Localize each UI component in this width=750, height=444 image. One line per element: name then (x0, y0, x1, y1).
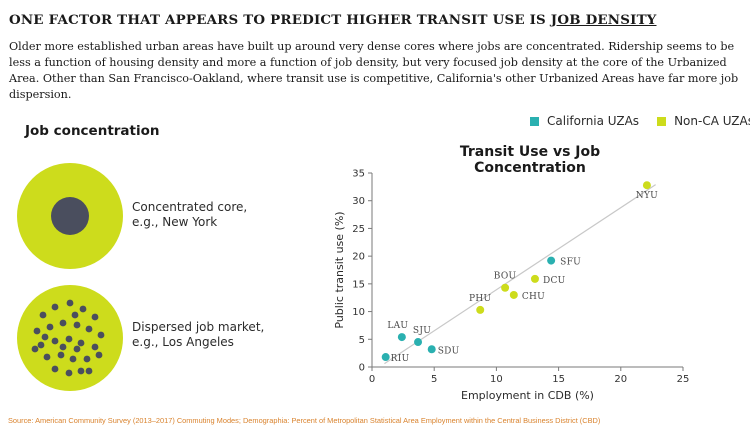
data-point-phu (476, 305, 485, 314)
job-dot (59, 319, 67, 327)
job-dot (73, 345, 81, 353)
job-dot (77, 339, 85, 347)
headline-emphasis: JOB DENSITY (550, 12, 657, 28)
y-tick-label: 20 (352, 252, 365, 263)
job-dot (73, 321, 81, 329)
data-label-phu: PHU (469, 294, 492, 304)
y-axis-label: Public transit use (%) (333, 211, 346, 328)
data-point-dcu (530, 274, 539, 283)
x-tick-label: 0 (369, 374, 375, 385)
data-point-sfu (547, 256, 556, 265)
job-dot (31, 345, 39, 353)
y-tick-label: 15 (352, 279, 365, 290)
dispersed-label-line1: Dispersed job market, (132, 320, 265, 334)
data-label-bou: BOU (494, 272, 517, 282)
data-label-sfu: SFU (560, 258, 581, 268)
legend-swatch-non-ca (657, 116, 667, 126)
job-dot (66, 299, 74, 307)
job-dot (46, 323, 54, 331)
dispersed-label: Dispersed job market, e.g., Los Angeles (132, 320, 312, 350)
data-point-lau (397, 333, 406, 342)
x-tick-label: 5 (431, 374, 437, 385)
y-tick-label: 0 (359, 363, 365, 374)
data-label-chu: CHU (522, 292, 545, 302)
job-dot (65, 369, 73, 377)
concentrated-label-line1: Concentrated core, (132, 200, 248, 214)
concept-title: Job concentration (25, 123, 160, 139)
data-point-riu (381, 353, 390, 362)
data-point-bou (501, 283, 510, 292)
dispersed-label-line2: e.g., Los Angeles (132, 335, 234, 349)
lede-paragraph: Older more established urban areas have … (9, 40, 739, 101)
job-dot (43, 353, 51, 361)
data-label-sju: SJU (413, 326, 431, 336)
y-tick-label: 30 (352, 196, 365, 207)
x-tick-label: 20 (614, 374, 627, 385)
data-label-riu: RIU (391, 354, 410, 364)
job-dot (33, 327, 41, 335)
legend-swatch-california (530, 116, 539, 126)
page-headline: ONE FACTOR THAT APPEARS TO PREDICT HIGHE… (9, 12, 739, 28)
legend-label-california: California UZAs (547, 114, 640, 128)
job-dot (95, 351, 103, 359)
legend-label-non-ca: Non-CA UZAs (674, 114, 750, 128)
job-dot (97, 331, 105, 339)
concentrated-label-line2: e.g., New York (132, 215, 218, 229)
data-label-dcu: DCU (543, 276, 566, 286)
job-dot (39, 311, 47, 319)
job-dot (59, 343, 67, 351)
job-dot (85, 367, 93, 375)
concentrated-label: Concentrated core, e.g., New York (132, 200, 312, 230)
job-dot (71, 311, 79, 319)
data-label-sdu: SDU (438, 346, 460, 356)
chart-title: Transit Use vs Job Concentration (459, 144, 601, 176)
job-dot (77, 367, 85, 375)
y-tick-label: 5 (359, 335, 365, 346)
job-dot (91, 343, 99, 351)
data-label-lau: LAU (387, 321, 408, 331)
dispersed-market-diagram (17, 285, 123, 391)
job-dot (51, 365, 59, 373)
job-dot (51, 337, 59, 345)
data-point-sju (414, 338, 423, 347)
job-dot (83, 355, 91, 363)
x-tick-label: 10 (490, 374, 503, 385)
y-tick-label: 25 (352, 224, 365, 235)
data-point-sdu (427, 345, 436, 354)
job-dot (57, 351, 65, 359)
data-point-chu (509, 290, 518, 299)
x-tick-label: 25 (677, 374, 690, 385)
job-dot (79, 305, 87, 313)
job-dot (65, 335, 73, 343)
job-dot (85, 325, 93, 333)
job-dot (51, 303, 59, 311)
x-axis-label: Employment in CDB (%) (461, 389, 594, 402)
data-label-nyu: NYU (636, 191, 658, 201)
job-dot (37, 341, 45, 349)
trend-line (384, 184, 656, 365)
concentrated-core-circle (51, 197, 89, 235)
job-dot (69, 355, 77, 363)
job-dot (41, 333, 49, 341)
legend-item-non-ca: Non-CA UZAs (657, 114, 750, 128)
source-note: Source: American Community Survey (2013–… (8, 416, 601, 425)
concentrated-core-diagram (17, 163, 123, 269)
x-tick-label: 15 (552, 374, 565, 385)
y-tick-label: 35 (352, 169, 365, 180)
legend-item-california: California UZAs (530, 114, 639, 128)
y-tick-label: 10 (352, 307, 365, 318)
chart-legend: California UZAs Non-CA UZAs (530, 114, 750, 128)
headline-prefix: ONE FACTOR THAT APPEARS TO PREDICT HIGHE… (9, 12, 551, 28)
job-dot (91, 313, 99, 321)
data-point-nyu (642, 181, 651, 190)
